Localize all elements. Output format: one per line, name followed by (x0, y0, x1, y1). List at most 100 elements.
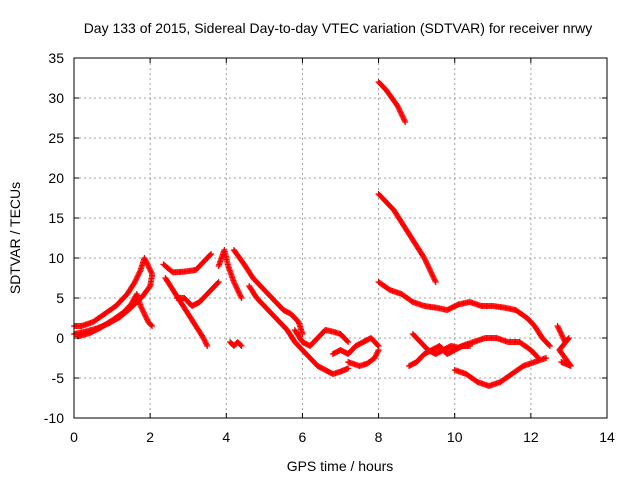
data-point (345, 365, 352, 372)
data-point (427, 268, 434, 275)
data-point (558, 331, 565, 337)
data-point (426, 267, 433, 273)
y-tick-label: -10 (44, 410, 64, 426)
data-point (395, 105, 402, 112)
y-tick-label: 20 (48, 170, 64, 186)
series-arc-11 (227, 339, 245, 349)
data-point (232, 283, 239, 289)
data-point (557, 328, 564, 335)
data-point (234, 285, 241, 292)
data-point (555, 325, 562, 332)
data-point (137, 303, 144, 309)
data-point (299, 331, 306, 337)
data-point (200, 335, 207, 341)
data-point (235, 289, 242, 296)
x-axis-label: GPS time / hours (287, 458, 394, 474)
data-point (138, 304, 145, 311)
series-arc-10 (291, 327, 352, 349)
x-tick-label: 12 (523, 429, 539, 445)
data-point (232, 281, 239, 288)
data-point (400, 115, 407, 121)
series-arc-13 (345, 347, 382, 369)
data-point (141, 255, 148, 261)
data-point (555, 324, 562, 331)
data-point (208, 251, 215, 257)
data-point (426, 265, 433, 272)
series-arc-9 (246, 283, 352, 377)
data-point (138, 305, 145, 312)
data-point (543, 355, 550, 361)
data-point (237, 292, 244, 299)
data-point (558, 359, 565, 365)
y-tick-label: 35 (48, 50, 64, 66)
data-point (238, 343, 245, 349)
data-point (428, 269, 435, 276)
data-point (202, 339, 209, 345)
x-tick-label: 2 (146, 429, 154, 445)
series-arc-6 (173, 279, 222, 309)
y-tick-label: 15 (48, 210, 64, 226)
series-arc-3 (74, 291, 156, 340)
data-point (234, 287, 241, 293)
data-point (421, 256, 428, 263)
data-point (147, 267, 154, 273)
y-tick-label: 5 (56, 290, 64, 306)
axis-ticks: 0 2 4 6 8 10 12 14 -10 -5 0 5 10 15 20 25 30 35 (44, 50, 615, 445)
data-point (231, 280, 238, 287)
data-point (428, 271, 435, 277)
data-point (396, 107, 403, 113)
data-point (135, 271, 142, 277)
data-point (207, 252, 214, 258)
data-point (375, 347, 382, 353)
data-point (546, 343, 553, 349)
data-point (204, 343, 211, 349)
data-point (557, 329, 564, 336)
grid-lines (74, 58, 607, 418)
data-point (140, 308, 147, 315)
data-point (230, 279, 237, 285)
data-point (423, 260, 430, 267)
data-point (145, 263, 152, 269)
data-point (399, 112, 406, 119)
x-tick-label: 6 (299, 429, 307, 445)
data-point (373, 352, 380, 359)
data-point (149, 323, 156, 329)
data-point (345, 339, 352, 345)
data-point (425, 263, 432, 269)
data-point (430, 273, 437, 280)
data-point (141, 311, 148, 317)
data-point (202, 340, 209, 347)
series-arc-16 (375, 279, 553, 349)
data-point (203, 341, 210, 348)
data-point (133, 275, 140, 281)
data-point (133, 276, 140, 283)
data-point (146, 284, 153, 291)
series-arc-20 (554, 323, 574, 369)
data-point (371, 355, 378, 361)
data-point (394, 103, 401, 109)
data-point (148, 269, 155, 276)
plot-frame (73, 57, 608, 419)
data-point (148, 322, 155, 328)
data-point (139, 307, 146, 313)
data-point (423, 259, 430, 265)
data-point (402, 119, 409, 125)
data-point (429, 272, 436, 279)
series-group (71, 79, 574, 389)
data-point (556, 327, 563, 333)
data-point (214, 280, 221, 286)
data-point (554, 323, 561, 329)
data-point (237, 342, 244, 348)
data-point (430, 275, 437, 281)
data-point (132, 277, 139, 284)
series-arc-19 (451, 355, 550, 389)
data-point (201, 337, 208, 344)
data-point (344, 338, 351, 344)
data-point (373, 351, 380, 357)
data-point (545, 342, 552, 348)
data-point (145, 264, 152, 271)
x-tick-label: 4 (222, 429, 230, 445)
data-point (135, 272, 142, 279)
